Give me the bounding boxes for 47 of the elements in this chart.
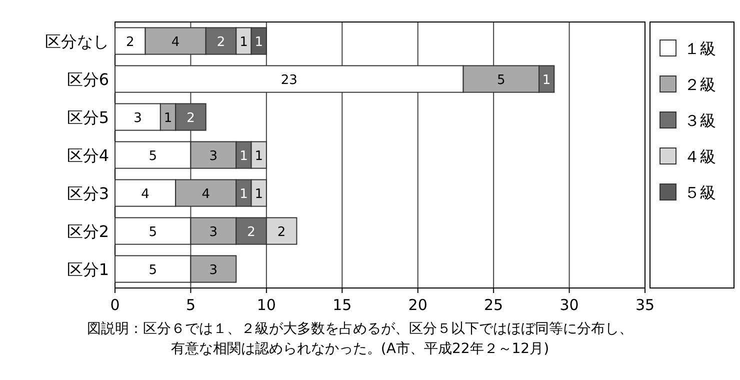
data-label: 3 (209, 149, 218, 164)
x-tick-label: 10 (256, 296, 276, 314)
data-label: 5 (148, 149, 157, 164)
y-tick-label: 区分1 (66, 260, 109, 279)
text: 図説明：区分６では１、２級が大多数を占めるが、区分５以下ではほぼ同等に分布し、 (87, 321, 633, 337)
x-tick-label: 30 (560, 296, 579, 314)
x-tick-label: 0 (110, 296, 120, 314)
data-label: 4 (171, 35, 180, 50)
y-tick-label: 区分5 (66, 108, 109, 127)
data-label: 1 (254, 35, 263, 50)
data-label: 5 (497, 73, 506, 88)
data-label: 2 (247, 225, 256, 240)
y-tick-label: 区分3 (66, 184, 109, 203)
data-label: 4 (141, 187, 150, 202)
data-label: 1 (254, 187, 263, 202)
legend-label: ４級 (684, 147, 716, 166)
legend-label: ２級 (684, 75, 716, 94)
data-label: 2 (277, 225, 286, 240)
data-label: 1 (542, 73, 551, 88)
legend-label: ３級 (684, 111, 716, 130)
x-tick-label: 15 (332, 296, 352, 314)
y-tick-label: 区分2 (66, 222, 109, 241)
legend-label: １級 (684, 39, 716, 58)
data-label: 2 (186, 111, 195, 126)
x-tick-label: 35 (635, 296, 655, 314)
data-label: 2 (216, 35, 226, 50)
data-label: 1 (240, 149, 248, 164)
data-label: 1 (164, 111, 172, 126)
text: 有意な相関は認められなかった。(A市、平成22年２～12月) (170, 341, 550, 357)
x-tick-label: 20 (408, 296, 428, 314)
data-label: 1 (240, 187, 248, 202)
data-label: 5 (148, 263, 157, 278)
x-tick-label: 5 (186, 296, 196, 314)
data-label: 4 (202, 187, 210, 202)
data-label: 3 (209, 225, 218, 240)
legend-label: ５級 (684, 183, 716, 202)
data-label: 23 (280, 73, 298, 88)
data-label: 3 (134, 111, 142, 126)
data-label: 3 (209, 263, 218, 278)
data-label: 1 (240, 35, 248, 50)
y-tick-label: 区分6 (66, 70, 109, 89)
data-label: 5 (148, 225, 157, 240)
y-tick-label: 区分4 (66, 146, 109, 165)
data-label: 2 (126, 35, 134, 50)
y-tick-label: 区分なし (45, 32, 109, 51)
x-tick-label: 25 (484, 296, 504, 314)
data-label: 1 (254, 149, 263, 164)
